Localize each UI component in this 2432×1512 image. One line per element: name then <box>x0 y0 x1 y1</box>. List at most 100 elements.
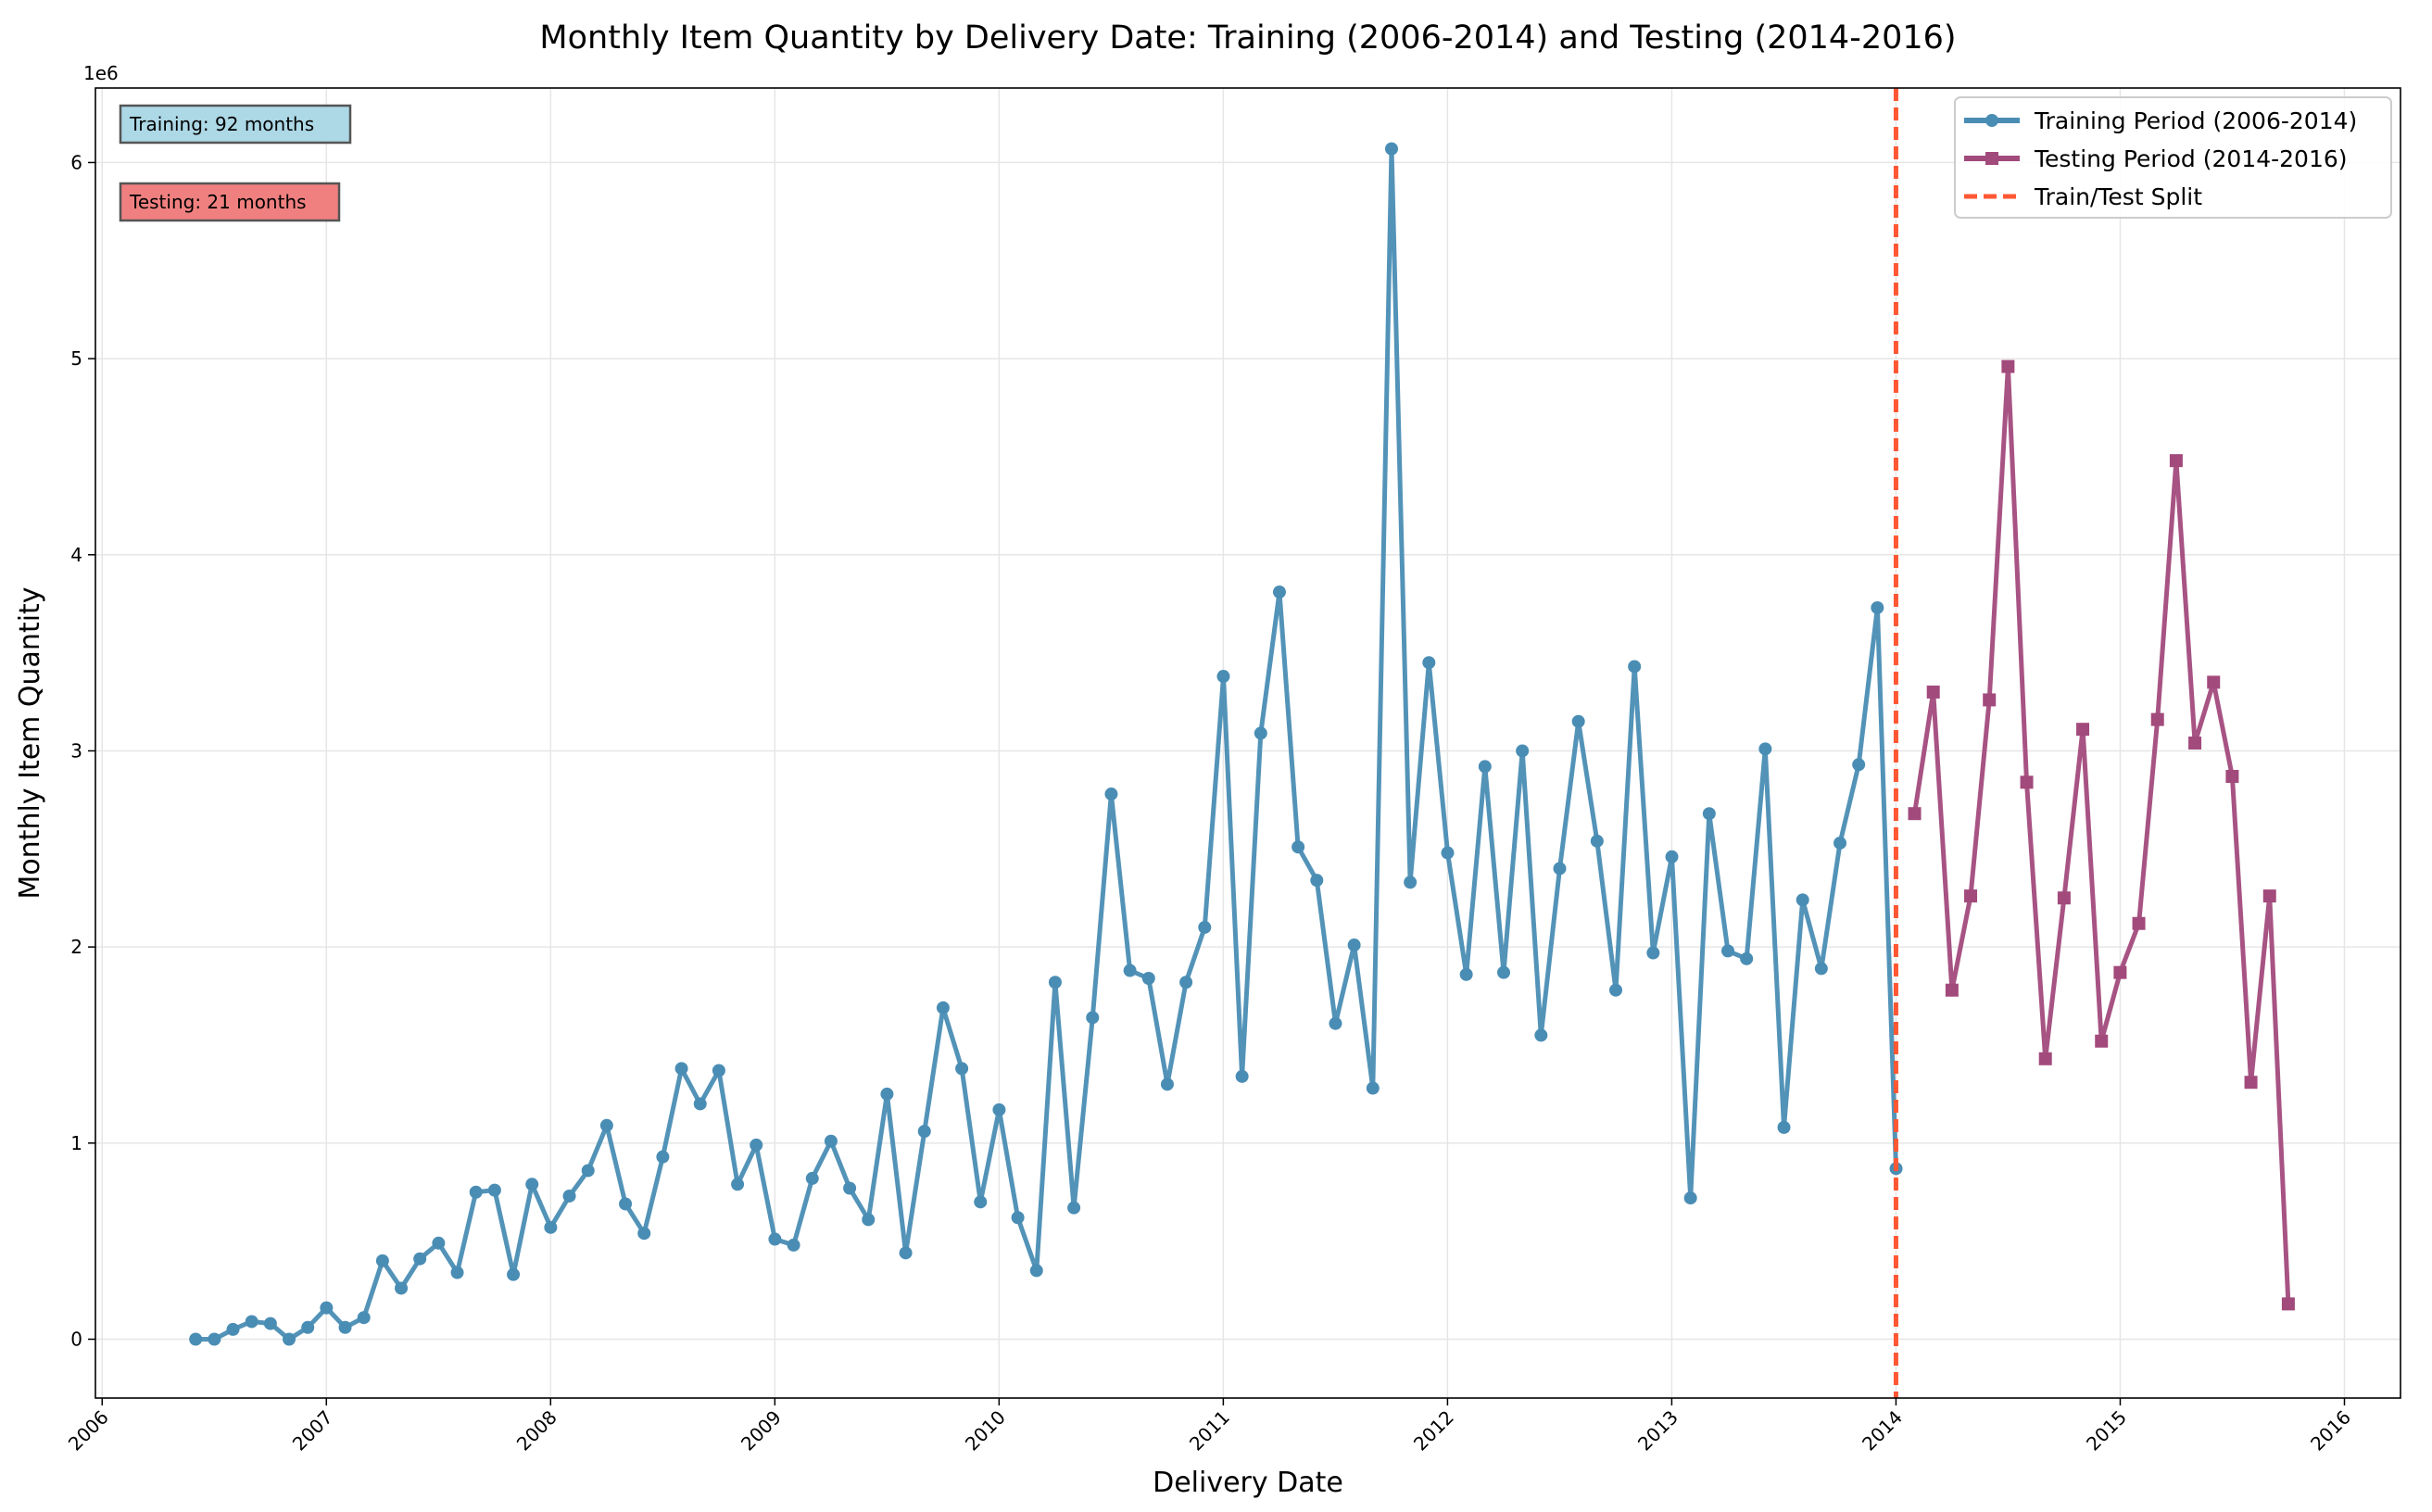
training-data-point <box>1160 1077 1174 1091</box>
training-data-point <box>1422 656 1436 670</box>
training-data-point <box>507 1267 521 1281</box>
legend-testing-marker <box>1985 152 1998 165</box>
training-data-point <box>1702 807 1716 821</box>
training-data-point <box>1329 1016 1342 1030</box>
training-data-point <box>245 1315 258 1329</box>
training-data-point <box>1310 874 1324 888</box>
testing-data-point <box>2076 723 2090 737</box>
training-data-point <box>1683 1191 1697 1205</box>
y-multiplier-label: 1e6 <box>83 62 119 84</box>
training-data-point <box>1011 1211 1025 1225</box>
training-data-point <box>1516 744 1530 758</box>
legend: Training Period (2006-2014) Testing Peri… <box>1954 96 2392 219</box>
training-data-point <box>208 1332 221 1346</box>
training-data-point <box>1292 840 1305 854</box>
testing-data-point <box>2020 775 2034 789</box>
y-tick-label: 1 <box>70 1132 82 1154</box>
training-data-point <box>1254 726 1267 740</box>
training-data-point <box>1347 939 1361 952</box>
training-data-point <box>992 1102 1006 1116</box>
training-data-point <box>1404 876 1418 889</box>
training-data-point <box>656 1150 670 1164</box>
testing-data-point <box>2169 454 2183 468</box>
training-data-point <box>226 1322 240 1336</box>
training-data-point <box>1029 1264 1043 1278</box>
training-data-point <box>1459 967 1473 981</box>
legend-split-label: Train/Test Split <box>2034 183 2202 210</box>
training-data-point <box>880 1087 894 1101</box>
chart-title: Monthly Item Quantity by Delivery Date: … <box>539 19 1956 57</box>
training-data-point <box>1366 1081 1380 1095</box>
training-data-point <box>936 1001 950 1014</box>
y-tick-label: 3 <box>70 739 82 762</box>
training-data-point <box>1721 944 1735 958</box>
training-data-point <box>581 1164 595 1178</box>
training-data-point <box>768 1232 782 1246</box>
testing-note-box <box>119 182 341 222</box>
y-tick-label: 4 <box>70 544 82 566</box>
training-data-point <box>1777 1120 1791 1134</box>
testing-data-point <box>1983 693 1997 707</box>
training-data-point <box>544 1220 558 1234</box>
training-data-point <box>805 1171 819 1185</box>
training-data-point <box>395 1281 409 1295</box>
training-data-point <box>1272 586 1286 599</box>
training-data-point <box>469 1185 483 1199</box>
testing-data-point <box>2113 965 2127 979</box>
training-data-point <box>432 1236 446 1250</box>
training-data-point <box>375 1254 389 1267</box>
training-data-point <box>824 1134 838 1148</box>
testing-note-text: Testing: 21 months <box>129 191 307 213</box>
training-data-point <box>1796 893 1809 907</box>
training-data-point <box>338 1320 352 1334</box>
legend-box <box>1954 96 2392 219</box>
testing-data-point <box>1964 889 1978 903</box>
y-tick-label: 0 <box>70 1328 82 1350</box>
training-data-point <box>1478 760 1492 774</box>
y-tick-label: 5 <box>70 347 82 370</box>
testing-data-point <box>2281 1297 2295 1311</box>
training-data-point <box>1141 972 1155 986</box>
training-data-point <box>1496 965 1510 979</box>
y-axis-title: Monthly Item Quantity <box>14 586 46 899</box>
training-data-point <box>1571 714 1585 728</box>
testing-data-point <box>2132 916 2146 930</box>
training-data-point <box>1048 976 1062 989</box>
training-data-point <box>525 1178 539 1191</box>
legend-training-marker <box>1985 114 1998 127</box>
training-data-point <box>562 1189 576 1203</box>
training-data-point <box>1553 862 1567 876</box>
training-data-point <box>1833 836 1847 850</box>
training-data-point <box>301 1320 315 1334</box>
training-note-text: Training: 92 months <box>129 113 314 135</box>
legend-training-label: Training Period (2006-2014) <box>2034 107 2357 134</box>
training-data-point <box>1590 834 1604 848</box>
training-data-point <box>450 1266 464 1279</box>
training-data-point <box>899 1246 913 1260</box>
x-axis-title: Delivery Date <box>1153 1467 1343 1499</box>
testing-data-point <box>2001 359 2015 373</box>
testing-data-point <box>2095 1034 2109 1048</box>
series-layer <box>189 88 2295 1398</box>
testing-data-point <box>1945 983 1959 997</box>
testing-data-point <box>2188 737 2202 750</box>
training-data-point <box>917 1125 931 1139</box>
testing-data-point <box>2225 769 2239 783</box>
training-data-point <box>974 1195 988 1209</box>
testing-data-point <box>2150 712 2164 726</box>
training-data-point <box>1646 946 1660 960</box>
training-data-point <box>1534 1028 1548 1042</box>
training-data-point <box>1067 1201 1081 1215</box>
training-data-point <box>674 1062 688 1076</box>
training-data-point <box>357 1311 371 1325</box>
training-data-point <box>599 1118 613 1132</box>
training-data-point <box>750 1138 763 1152</box>
testing-data-point <box>2038 1052 2052 1065</box>
training-data-point <box>637 1227 651 1241</box>
training-data-point <box>1216 670 1230 684</box>
y-tick-label: 2 <box>70 936 82 958</box>
training-data-point <box>1086 1011 1100 1025</box>
testing-data-point <box>2262 889 2276 903</box>
training-data-point <box>843 1181 857 1195</box>
